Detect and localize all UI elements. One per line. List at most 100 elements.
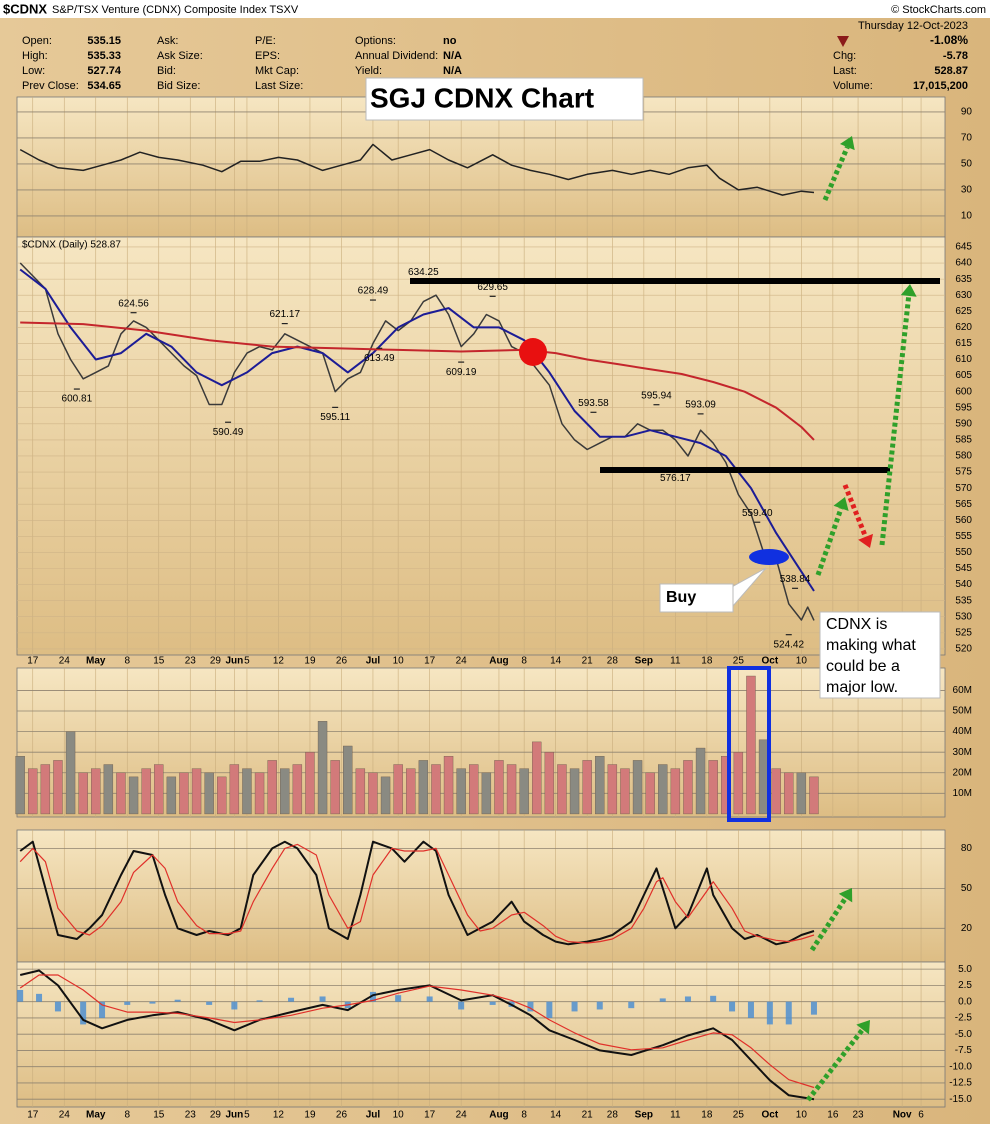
field-label: P/E: [255,35,276,47]
y-tick-label: 70 [961,133,973,144]
histogram-bar [99,1001,106,1018]
x-tick-label: Oct [762,1110,779,1121]
x-tick-label: Jun [225,656,243,667]
arrow-shaft [815,507,844,576]
histogram-bar [596,1001,603,1010]
volume-bar [204,772,214,815]
histogram-bar [369,991,376,1002]
field-label: Last Size: [255,80,303,92]
x-tick-label: 17 [27,1110,39,1121]
volume-bar [758,739,769,815]
x-tick-label: 12 [273,656,285,667]
title-box [365,77,644,121]
volume-bar [154,764,164,815]
field-label: Bid Size: [157,80,200,92]
volume-highlight [727,666,771,822]
x-tick-label: 5 [244,656,250,667]
copyright: © StockCharts.com [891,4,986,16]
volume-bar [519,768,529,815]
high-label: 593.58 [578,398,609,409]
histogram-bar [659,998,666,1002]
volume-bar [632,760,643,815]
histogram-bar [426,996,433,1002]
y-tick-label: 560 [955,515,972,526]
x-tick-label: 23 [185,656,197,667]
volume-bar [393,764,403,815]
x-tick-label: 14 [550,656,562,667]
histogram-bar [149,1001,156,1004]
x-tick-label: 6 [918,1110,924,1121]
volume-bar [78,772,88,815]
x-tick-label: 25 [733,1110,745,1121]
histogram-bar [395,995,402,1002]
note-line: major low. [826,679,898,696]
high-label: 621.17 [269,309,300,320]
panel-background [16,236,946,656]
y-tick-label: 2.5 [958,980,972,991]
volume-bar [595,756,605,815]
volume-bar [620,768,630,815]
x-tick-label: 24 [456,1110,468,1121]
field-value: 528.87 [934,65,968,77]
volume-bar [217,776,227,815]
volume-bar [179,772,189,815]
arrow-head [856,1020,870,1035]
histogram-bar [319,996,326,1002]
volume-bar [658,764,668,815]
volume-bar [406,768,416,815]
volume-bar [796,772,807,815]
field-value: no [443,35,457,47]
histogram-bar [527,1001,534,1012]
volume-bar [771,768,781,815]
y-tick-label: 50M [953,706,972,717]
panel-background [16,829,946,963]
x-tick-label: 16 [827,1110,839,1121]
y-tick-label: 620 [955,322,972,333]
x-tick-label: 12 [273,1110,285,1121]
y-tick-label: 535 [955,595,972,606]
field-label: Ask: [157,35,178,47]
volume-bar [355,768,366,815]
volume-bar [695,747,706,815]
volume-bar [532,741,542,815]
field-label: Mkt Cap: [255,65,299,77]
histogram-bar [546,1001,553,1018]
arrow-head [839,136,855,151]
volume-bar [343,745,353,815]
low-label: 590.49 [213,427,244,438]
y-tick-label: 10 [961,211,973,222]
down-triangle [837,36,849,47]
volume-bar [330,760,340,815]
y-tick-label: 20M [953,767,972,778]
volume-bar [242,768,252,815]
arrow-head [900,284,917,297]
high-label: 538.84 [780,574,811,585]
x-tick-label: 24 [59,656,71,667]
high-label: 595.94 [641,390,672,401]
histogram-bar [810,1001,817,1015]
low-label: 524.42 [773,639,804,650]
arrow-head [858,533,874,548]
x-tick-label: Sep [635,656,653,667]
volume-bar [544,751,555,815]
histogram-bar [747,1001,754,1018]
x-tick-label: 10 [393,1110,405,1121]
x-tick-label: 11 [670,1110,681,1121]
y-tick-label: 590 [955,418,972,429]
volume-bar [809,776,819,815]
field-label: Last: [833,65,857,77]
histogram-bar [489,1001,496,1005]
x-tick-label: Sep [635,1110,653,1121]
x-tick-label: 15 [153,656,165,667]
arrow-shaft [806,1027,865,1102]
y-tick-label: -5.0 [955,1029,973,1040]
field-label: Chg: [833,50,856,62]
field-label: Prev Close: [22,80,79,92]
y-tick-label: 540 [955,579,972,590]
volume-bar [582,760,592,815]
y-tick-label: 60M [953,685,972,696]
volume-bar [569,768,580,815]
histogram-bar [256,1000,263,1002]
change-pct: -1.08% [930,33,968,47]
